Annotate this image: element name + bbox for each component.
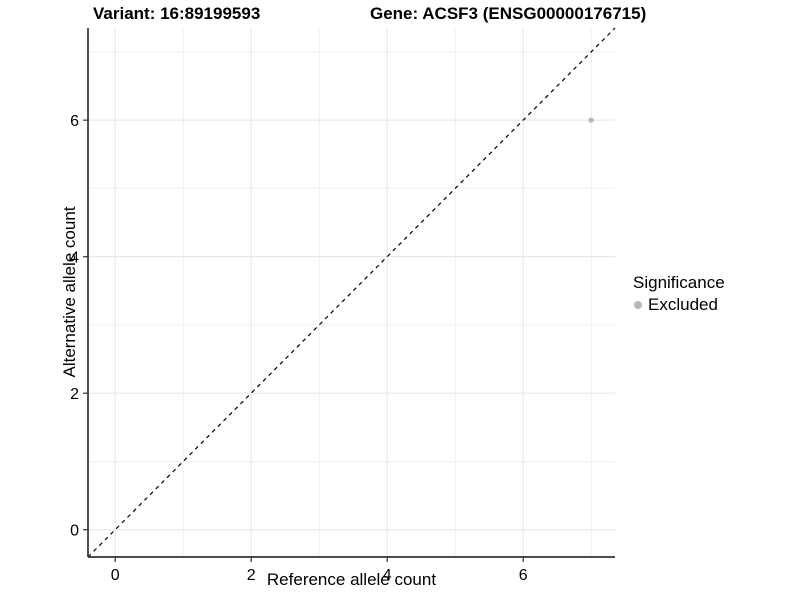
x-tick-label: 4 — [383, 567, 392, 584]
y-tick-label: 0 — [70, 523, 79, 540]
legend-point-icon — [634, 301, 642, 309]
x-tick-label: 2 — [247, 567, 256, 584]
legend-item-excluded: Excluded — [631, 295, 725, 315]
legend: Significance Excluded — [631, 273, 725, 315]
x-tick-label: 0 — [111, 567, 120, 584]
data-point — [588, 117, 594, 123]
plot-title-gene: Gene: ACSF3 (ENSG00000176715) — [370, 4, 647, 23]
legend-title: Significance — [633, 273, 725, 292]
identity-line — [87, 27, 616, 558]
y-tick-label: 4 — [70, 250, 79, 267]
plot-title-variant: Variant: 16:89199593 — [93, 4, 261, 23]
x-tick-label: 6 — [519, 567, 528, 584]
y-tick-label: 6 — [70, 113, 79, 130]
legend-item-label: Excluded — [648, 295, 718, 314]
x-axis-label: Reference allele count — [266, 570, 437, 589]
y-axis-label: Alternative allele count — [60, 206, 79, 378]
y-tick-label: 2 — [70, 386, 79, 403]
